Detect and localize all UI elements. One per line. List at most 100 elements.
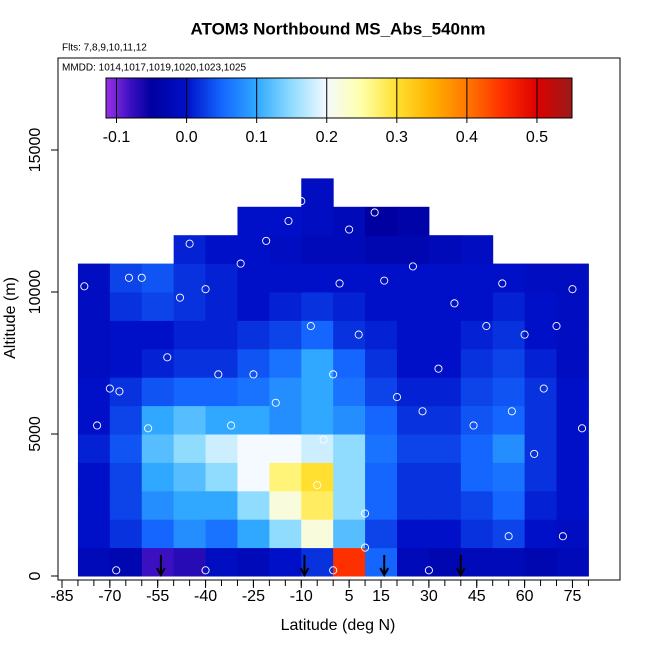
heat-cell: [396, 263, 430, 293]
heat-cell: [333, 462, 366, 492]
heat-cell: [524, 348, 558, 378]
heat-cell: [269, 320, 302, 350]
heat-cell: [396, 519, 430, 549]
subtitle: Flts: 7,8,9,10,11,12: [62, 43, 147, 54]
flight-point: [370, 208, 379, 217]
heat-cell: [492, 490, 526, 520]
heat-cell: [428, 235, 462, 265]
heat-cell: [269, 490, 302, 520]
flight-point: [469, 421, 478, 430]
x-tick-label: 30: [420, 588, 438, 605]
heat-cell: [301, 320, 334, 350]
flight-point: [236, 259, 245, 268]
flight-point: [434, 364, 443, 373]
heat-cell: [556, 462, 589, 492]
arrow-marker: [299, 554, 310, 578]
heat-cell: [556, 547, 589, 577]
heat-cell: [492, 320, 526, 350]
heat-cell: [396, 291, 430, 321]
heat-cell: [556, 291, 589, 321]
heat-cell: [269, 547, 302, 577]
heat-cell: [365, 206, 398, 236]
heat-cell: [333, 405, 366, 435]
x-tick-label: 5: [345, 588, 354, 605]
heat-cell: [396, 490, 430, 520]
heat-cell: [237, 263, 270, 293]
flight-point: [380, 276, 389, 285]
heat-cell: [205, 263, 238, 293]
heat-cell: [269, 348, 302, 378]
heat-cell: [428, 462, 462, 492]
heat-cell: [460, 547, 494, 577]
flight-point: [361, 509, 370, 518]
heat-cell: [396, 433, 430, 463]
heat-cell: [173, 320, 207, 350]
heat-cell: [333, 490, 366, 520]
heat-cell: [109, 462, 143, 492]
heat-cell: [365, 320, 398, 350]
heat-cell: [269, 263, 302, 293]
heat-cell: [524, 291, 558, 321]
heat-cell: [396, 462, 430, 492]
heat-cell: [301, 235, 334, 265]
heat-cell: [173, 519, 207, 549]
heat-cell: [333, 547, 366, 577]
heat-cell: [269, 405, 302, 435]
arrow-marker: [156, 554, 166, 578]
heat-cell: [333, 291, 366, 321]
heat-cell: [109, 291, 143, 321]
heat-cell: [237, 490, 270, 520]
heat-cell: [301, 433, 334, 463]
heat-cell: [173, 235, 207, 265]
flight-point: [201, 566, 210, 575]
heat-cell: [205, 235, 238, 265]
flight-point: [137, 273, 146, 282]
flight-point: [271, 398, 280, 407]
flight-point: [201, 285, 210, 294]
heat-cell: [301, 206, 334, 236]
heat-cell: [492, 519, 526, 549]
heat-cell: [237, 462, 270, 492]
x-tick-label: 45: [468, 588, 486, 605]
heat-cell: [460, 377, 494, 407]
flight-point: [93, 421, 102, 430]
heat-cell: [365, 547, 398, 577]
heat-cell: [365, 235, 398, 265]
heat-cell: [460, 519, 494, 549]
flight-point: [520, 330, 529, 339]
flight-point: [482, 322, 491, 331]
heat-cell: [396, 405, 430, 435]
heat-cell: [173, 433, 207, 463]
heat-cell: [492, 405, 526, 435]
heat-cell: [141, 519, 175, 549]
heat-cell: [269, 235, 302, 265]
x-tick-label: -85: [50, 588, 73, 605]
colorbar-tick-label: -0.1: [103, 129, 131, 146]
heat-cell: [109, 490, 143, 520]
heat-cell: [205, 377, 238, 407]
heat-cell: [365, 377, 398, 407]
heat-cell: [365, 462, 398, 492]
heat-cell: [141, 490, 175, 520]
heat-cell: [237, 235, 270, 265]
heat-cell: [77, 291, 111, 321]
heat-cell: [524, 377, 558, 407]
heat-cell: [428, 405, 462, 435]
colorbar-tick-label: 0.5: [526, 129, 548, 146]
chart-title: ATOM3 Northbound MS_Abs_540nm: [190, 19, 485, 38]
heat-cell: [269, 377, 302, 407]
x-tick-label: -55: [146, 588, 169, 605]
heat-cell: [301, 291, 334, 321]
heat-cell: [460, 348, 494, 378]
flight-point: [115, 387, 124, 396]
flight-point: [552, 322, 561, 331]
heatmap: [77, 178, 589, 577]
colorbar-tick-label: 0.4: [456, 129, 478, 146]
flight-point: [424, 566, 433, 575]
heat-cell: [556, 433, 589, 463]
heat-cell: [333, 206, 366, 236]
heat-cell: [205, 519, 238, 549]
flight-point: [80, 282, 89, 291]
flight-point: [450, 299, 459, 308]
